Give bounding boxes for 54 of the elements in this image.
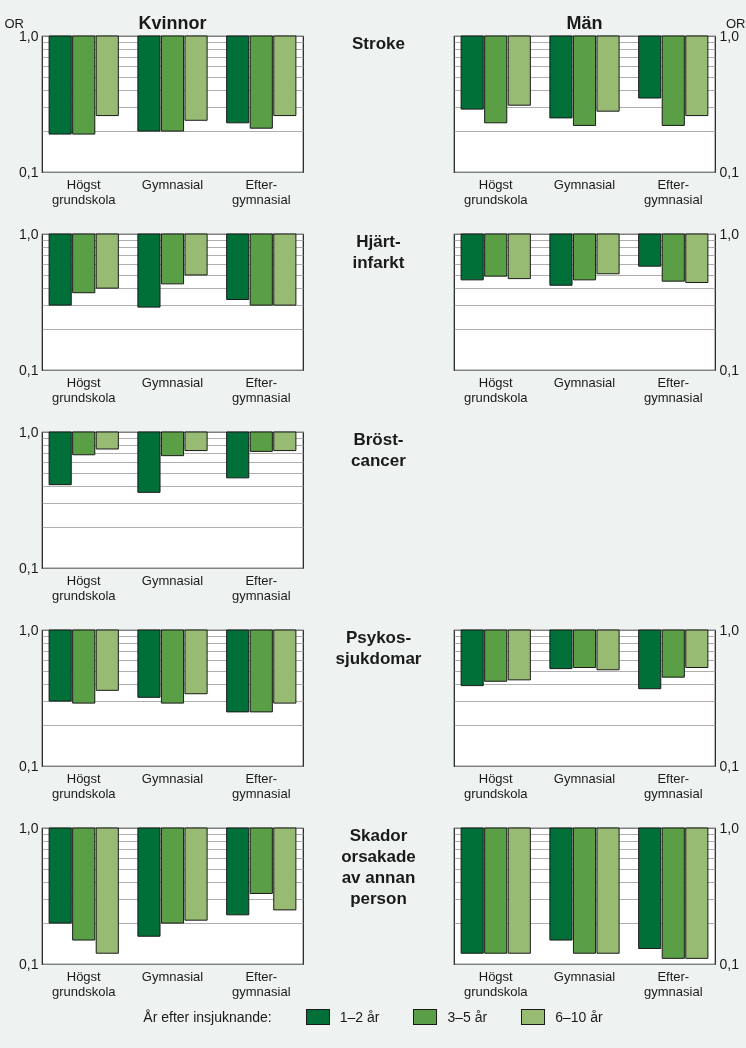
- chart-subtitle: Män: [566, 13, 603, 33]
- x-tick-label: Högst grundskola: [51, 572, 117, 603]
- x-tick-label: Högst grundskola: [51, 374, 117, 405]
- legend-label: 6–10 år: [555, 1009, 603, 1025]
- y-tick-label: 0,1: [19, 757, 39, 774]
- x-tick-label: Gymnasial: [141, 968, 204, 984]
- x-tick-label: Gymnasial: [553, 770, 616, 786]
- x-tick-label: Högst grundskola: [463, 770, 529, 801]
- x-tick-label: Gymnasial: [553, 374, 616, 390]
- y-tick-label: 1,0: [19, 819, 39, 836]
- legend-label: 3–5 år: [447, 1009, 488, 1025]
- y2-tick-label: 1,0: [719, 225, 740, 242]
- x-tick-label: Efter- gymnasial: [232, 176, 291, 207]
- x-tick-label: Efter- gymnasial: [232, 572, 291, 603]
- y-tick-label: 0,1: [19, 163, 39, 180]
- text: Hjärt- infarkt: [351, 231, 406, 273]
- x-tick-label: Högst grundskola: [463, 374, 529, 405]
- x-tick-label: Efter- gymnasial: [232, 374, 291, 405]
- x-tick-label: Gymnasial: [553, 968, 616, 984]
- y-tick-label: 0,1: [19, 559, 39, 576]
- x-tick-label: Efter- gymnasial: [644, 770, 703, 801]
- x-tick-label: Efter- gymnasial: [644, 968, 703, 999]
- y-tick-label: 0,1: [19, 361, 39, 378]
- text: Skador orsakade av annan person: [340, 825, 417, 909]
- y2-tick-label: 0,1: [719, 163, 740, 180]
- x-tick-label: Efter- gymnasial: [644, 374, 703, 405]
- x-tick-label: Högst grundskola: [51, 770, 117, 801]
- chart-subtitle: Kvinnor: [138, 13, 207, 33]
- legend-title: År efter insjuknande:: [143, 1009, 272, 1025]
- y-tick-label: 1,0: [19, 423, 39, 440]
- legend-label: 1–2 år: [339, 1009, 380, 1025]
- x-tick-label: Högst grundskola: [51, 176, 117, 207]
- y2-tick-label: 1,0: [719, 819, 740, 836]
- text: Bröst- cancer: [350, 429, 407, 471]
- y-tick-label: 1,0: [19, 621, 39, 638]
- text: Stroke: [351, 33, 406, 54]
- x-tick-label: Efter- gymnasial: [232, 770, 291, 801]
- y2-tick-label: 0,1: [719, 361, 740, 378]
- y2-tick-label: 1,0: [719, 621, 740, 638]
- x-tick-label: Gymnasial: [141, 176, 204, 192]
- x-tick-label: Efter- gymnasial: [232, 968, 291, 999]
- y2-tick-label: 0,1: [719, 955, 740, 972]
- x-tick-label: Högst grundskola: [51, 968, 117, 999]
- x-tick-label: Efter- gymnasial: [644, 176, 703, 207]
- x-tick-label: Gymnasial: [141, 572, 204, 588]
- y-tick-label: 1,0: [19, 225, 39, 242]
- text: Psykos- sjukdomar: [334, 627, 423, 669]
- x-tick-label: Högst grundskola: [463, 968, 529, 999]
- y2-tick-label: 0,1: [719, 757, 740, 774]
- x-tick-label: Gymnasial: [553, 176, 616, 192]
- y-tick-label: 0,1: [19, 955, 39, 972]
- x-tick-label: Gymnasial: [141, 770, 204, 786]
- x-tick-label: Gymnasial: [141, 374, 204, 390]
- x-tick-label: Högst grundskola: [463, 176, 529, 207]
